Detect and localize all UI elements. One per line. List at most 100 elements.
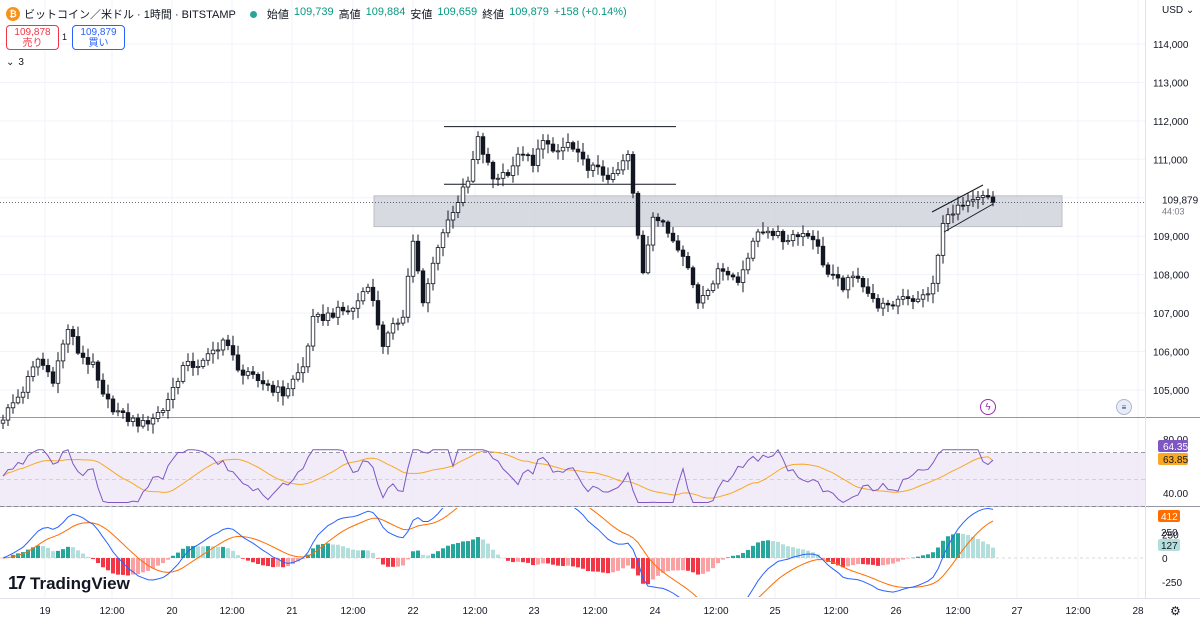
candle-body [590,164,596,171]
macd-histogram-bar [61,549,65,558]
macd-histogram-bar [116,558,120,575]
macd-histogram-bar [196,546,200,558]
macd-histogram-bar [296,558,300,562]
buy-button[interactable]: 109,879 買い [72,25,125,50]
candle-body [860,277,866,288]
candle-body [100,379,106,395]
macd-histogram-bar [171,555,175,558]
chevron-down-icon: ⌄ [6,57,15,68]
macd-histogram-bar [976,539,980,558]
gear-icon[interactable]: ⚙ [1170,604,1181,618]
low-label: 安値 [410,9,433,21]
macd-histogram-bar [236,555,240,558]
buy-label: 買い [88,38,109,49]
channel-upper-line [931,184,984,213]
symbol-title[interactable]: ビットコイン／米ドル · 1時間 · BITSTAMP [24,9,236,21]
high-label: 高値 [338,9,361,21]
macd-histogram-bar [601,558,605,573]
macd-signal-line [2,508,994,597]
us-flag-icon[interactable]: ≡ [1116,399,1132,415]
candle-body [90,361,96,365]
macd-histogram-bar [896,558,900,562]
time-tick-label: 12:00 [99,606,124,617]
macd-histogram-bar [841,558,845,568]
candle-body [280,386,286,397]
macd-histogram-bar [811,552,815,558]
candle-body [950,213,956,216]
indicators-toggle[interactable]: ⌄ 3 [6,57,24,68]
macd-histogram-bar [271,558,275,568]
macd-histogram-bar [401,558,405,566]
candle-body [375,300,381,326]
candle-body [970,199,976,202]
macd-histogram-bar [356,550,360,558]
candle-body [925,293,931,296]
candle-body [715,268,721,285]
macd-histogram-bar [936,547,940,558]
chart-header: ₿ ビットコイン／米ドル · 1時間 · BITSTAMP 始値 109,739 … [6,6,627,22]
sell-button[interactable]: 109,878 売り [6,25,59,50]
candle-body [0,419,6,424]
candle-body [380,324,386,347]
buy-price: 109,879 [80,27,117,38]
macd-histogram-bar [396,558,400,567]
macd-histogram-bar [641,558,645,584]
time-tick-label: 12:00 [703,606,728,617]
time-tick-label: 12:00 [823,606,848,617]
macd-histogram-bar [801,549,805,558]
candle-body [230,345,236,356]
macd-histogram-bar [496,554,500,558]
candle-body [700,295,706,304]
candle-body [255,373,261,381]
candle-body [500,172,506,179]
currency-selector[interactable]: USD ⌄ [1162,5,1194,16]
time-tick-label: 22 [407,606,419,617]
candle-body [540,140,546,150]
candle-body [690,267,696,286]
macd-histogram-bar [321,543,325,558]
macd-histogram-bar [871,558,875,565]
candle-body [250,371,256,375]
macd-histogram-bar [371,552,375,558]
candle-body [655,216,661,222]
price-tick-label: 112,000 [1153,117,1189,128]
macd-histogram-bar [421,554,425,558]
candle-body [150,418,156,425]
candle-body [275,386,281,393]
candle-body [985,195,991,198]
macd-histogram-bar [971,536,975,558]
candle-body [515,153,521,167]
candle-body [980,195,986,198]
macd-tick-label: 0 [1162,554,1168,565]
candle-body [305,345,311,368]
macd-histogram-bar [316,544,320,558]
macd-histogram-bar [481,539,485,558]
macd-histogram-bar [621,558,625,569]
macd-histogram-bar [41,545,45,558]
candle-body [415,240,421,272]
candle-body [480,136,486,155]
macd-histogram-bar [696,558,700,575]
macd-histogram-bar [741,552,745,558]
market-open-dot [249,10,257,18]
candle-body [815,239,821,247]
macd-histogram-bar [946,536,950,558]
candle-body [330,312,336,318]
candle-body [260,380,266,385]
macd-histogram-bar [291,558,295,564]
macd-histogram-bar [701,558,705,574]
macd-histogram-bar [161,558,165,564]
flash-icon[interactable]: ϟ [980,399,996,415]
macd-histogram-bar [86,556,90,558]
candle-body [555,150,561,153]
candle-body [205,353,211,361]
candle-body [195,366,201,368]
candle-body [50,371,56,384]
macd-histogram-bar [731,555,735,558]
candle-body [905,296,911,299]
price-tick-label: 113,000 [1153,78,1189,89]
candle-body [495,177,501,180]
price-tick-label: 106,000 [1153,348,1190,359]
candle-body [620,160,626,171]
